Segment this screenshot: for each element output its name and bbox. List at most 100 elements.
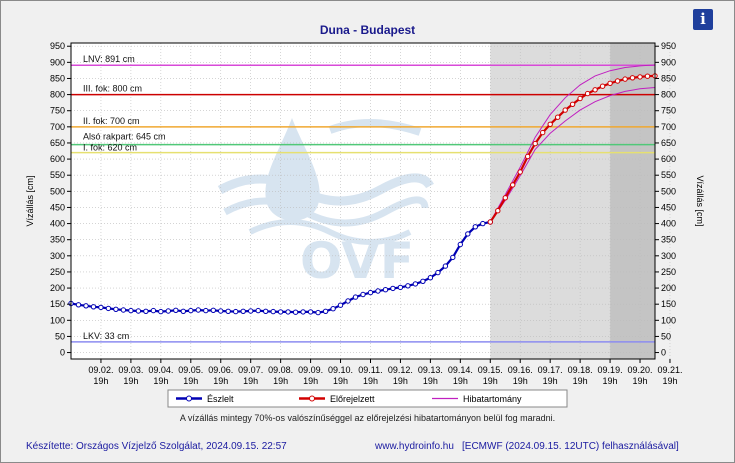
forecast-point [622, 76, 628, 82]
observed-point [225, 308, 231, 314]
observed-point [240, 308, 246, 314]
observed-point [397, 284, 404, 291]
observed-point [120, 307, 127, 313]
footer-website[interactable]: www.hydroinfo.hu [375, 441, 454, 452]
xtick-time: 19h [243, 376, 258, 386]
threshold-label-1: III. fok: 800 cm [83, 84, 142, 94]
watermark-drop [265, 118, 320, 221]
observed-point [105, 305, 112, 312]
plot-border [70, 42, 656, 360]
observed-point [83, 303, 89, 309]
observed-point [150, 307, 157, 314]
ytick-label-right: 0 [661, 348, 666, 358]
observed-point [218, 308, 224, 314]
legend-label-1: Előrejelzett [330, 394, 375, 404]
forecast-point [510, 182, 516, 188]
observed-point [307, 309, 314, 315]
observed-point [90, 304, 97, 310]
xtick-time: 19h [573, 376, 588, 386]
ytick-label-left: 100 [50, 315, 65, 325]
legend-marker-0 [186, 395, 192, 402]
observed-point [480, 220, 486, 227]
xtick-date: 09.15. [478, 365, 503, 375]
observed-point [405, 283, 411, 289]
xtick-date: 09.12. [388, 365, 413, 375]
xtick-time: 19h [213, 376, 228, 386]
forecast-point [555, 114, 561, 120]
observed-point [315, 309, 321, 316]
xtick-date: 09.10. [328, 365, 353, 375]
observed-point [233, 308, 239, 315]
xtick-time: 19h [662, 376, 677, 386]
forecast-point [637, 74, 643, 80]
legend-marker-1 [309, 395, 315, 402]
ytick-label-right: 550 [661, 170, 676, 180]
footer-author: Készítette: Országos Vízjelző Szolgálat,… [26, 441, 287, 452]
forecast-point [614, 78, 621, 84]
ytick-label-right: 600 [661, 154, 676, 164]
observed-point [420, 278, 426, 284]
observed-point [113, 306, 119, 312]
observed-point [248, 308, 254, 314]
xtick-date: 09.18. [568, 365, 593, 375]
observed-point [180, 308, 187, 314]
observed-point [472, 224, 478, 230]
forecast-point [495, 208, 501, 214]
threshold-label-4: I. fok: 620 cm [83, 143, 137, 153]
xtick-date: 09.02. [88, 365, 113, 375]
legend-label-2: Hibatartomány [463, 394, 522, 404]
info-icon[interactable]: i [693, 9, 713, 30]
xtick-date: 09.13. [418, 365, 443, 375]
xtick-time: 19h [273, 376, 288, 386]
ytick-label-left: 550 [50, 170, 65, 180]
footer-model-source: [ECMWF (2024.09.15. 12UTC) felhasználásá… [462, 441, 679, 452]
xtick-time: 19h [333, 376, 348, 386]
ytick-label-right: 100 [661, 315, 676, 325]
xtick-time: 19h [543, 376, 558, 386]
ytick-label-left: 450 [50, 202, 65, 212]
ytick-label-left: 300 [50, 251, 65, 261]
observed-point [135, 308, 142, 314]
ytick-label-right: 700 [661, 122, 676, 132]
xtick-date: 09.21. [657, 365, 682, 375]
ytick-label-left: 150 [50, 299, 65, 309]
forecast-point [584, 90, 591, 97]
ytick-label-right: 850 [661, 73, 676, 83]
ytick-label-right: 400 [661, 219, 676, 229]
xtick-date: 09.19. [598, 365, 623, 375]
xtick-date: 09.08. [268, 365, 293, 375]
ytick-label-right: 800 [661, 90, 676, 100]
xtick-date: 09.06. [208, 365, 233, 375]
observed-point [128, 307, 134, 314]
observed-point [330, 306, 336, 312]
ytick-label-left: 700 [50, 122, 65, 132]
observed-point [195, 307, 202, 313]
observed-point [465, 231, 471, 237]
observed-point [143, 308, 149, 314]
ytick-label-left: 0 [60, 348, 65, 358]
xtick-time: 19h [303, 376, 318, 386]
ytick-label-left: 600 [50, 154, 65, 164]
forecast-point [487, 219, 493, 225]
ytick-label-right: 200 [661, 283, 676, 293]
forecast-point [607, 80, 613, 87]
ytick-label-right: 450 [661, 202, 676, 212]
threshold-label-3: Alsó rakpart: 645 cm [83, 132, 166, 142]
observed-point [337, 302, 344, 308]
observed-point [367, 289, 374, 296]
forecast-point [592, 87, 598, 93]
observed-point [165, 308, 172, 314]
xtick-time: 19h [423, 376, 438, 386]
ovf-watermark: OVF [217, 118, 434, 290]
xtick-time: 19h [633, 376, 648, 386]
xtick-date: 09.11. [358, 365, 382, 375]
ytick-label-right: 650 [661, 138, 676, 148]
ytick-label-right: 250 [661, 267, 676, 277]
xtick-time: 19h [153, 376, 168, 386]
forecast-point [532, 140, 538, 147]
xtick-date: 09.04. [148, 365, 173, 375]
threshold-label-0: LNV: 891 cm [83, 54, 135, 64]
ytick-label-left: 850 [50, 73, 65, 83]
y-axis-label-right: Vízállás [cm] [695, 175, 705, 226]
